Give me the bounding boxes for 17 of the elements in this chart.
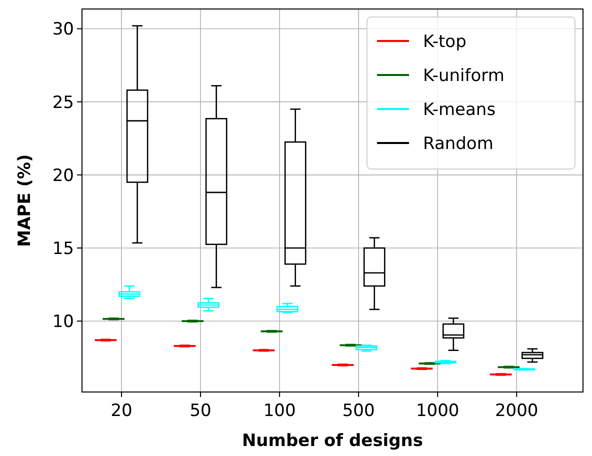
x-tick-label: 20 <box>110 401 132 421</box>
x-tick-label: 500 <box>342 401 375 421</box>
y-tick-label: 15 <box>52 238 74 259</box>
y-tick-label: 30 <box>52 20 74 40</box>
x-tick-label: 1000 <box>416 401 460 421</box>
y-tick-label: 20 <box>52 166 74 186</box>
y-axis-title: MAPE (%) <box>15 154 35 247</box>
y-tick-label: 25 <box>52 92 74 113</box>
legend-label: Random <box>423 134 494 154</box>
legend-label: K-top <box>423 32 466 52</box>
x-tick-label: 100 <box>263 401 296 421</box>
y-tick-label: 10 <box>52 312 74 332</box>
x-tick-label: 50 <box>190 401 212 421</box>
legend-label: K-uniform <box>423 66 504 86</box>
legend-label: K-means <box>423 100 496 120</box>
x-tick-label: 2000 <box>494 401 538 421</box>
x-axis-title: Number of designs <box>242 431 424 451</box>
